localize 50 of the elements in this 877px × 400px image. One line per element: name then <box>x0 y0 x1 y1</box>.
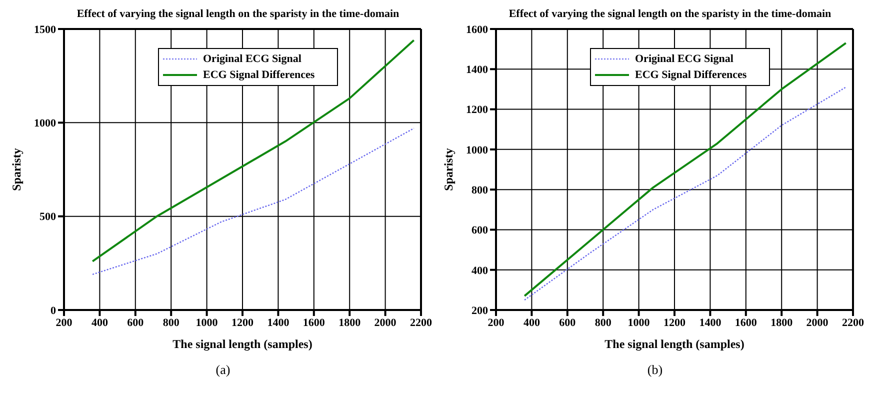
y-tick-label: 1400 <box>466 64 488 76</box>
x-tick-label: 800 <box>594 316 612 329</box>
x-tick-label: 1200 <box>232 316 254 329</box>
chart-title: Effect of varying the signal length on the sparisty in the time-domain <box>508 8 832 22</box>
chart-title: Effect of varying the signal length on the sparisty in the time-domain <box>76 8 400 22</box>
x-tick-label: 1600 <box>734 316 758 329</box>
y-axis-title: Sparisty <box>441 148 456 191</box>
y-tick-label: 1600 <box>466 24 488 36</box>
line-series <box>92 128 414 276</box>
y-tick-label: 0 <box>50 304 56 317</box>
y-tick-label: 800 <box>472 184 488 196</box>
x-axis-title: The signal length (samples) <box>604 337 744 351</box>
text: (b) <box>646 362 664 378</box>
x-tick-label: 600 <box>559 316 576 329</box>
y-tick-label: 1000 <box>466 144 488 156</box>
legend-label: ECG Signal Differences <box>203 69 315 81</box>
x-tick-label: 200 <box>56 316 73 329</box>
x-tick-label: 200 <box>488 316 505 329</box>
x-tick-label: 800 <box>162 316 180 329</box>
y-tick-label: 500 <box>40 211 56 224</box>
line-series <box>524 86 846 301</box>
text: (a) <box>214 362 232 378</box>
legend-label: Original ECG Signal <box>635 53 734 65</box>
y-tick-label: 1200 <box>466 104 488 116</box>
x-tick-label: 2200 <box>410 316 432 329</box>
line-series <box>524 42 847 297</box>
y-tick-label: 400 <box>472 264 488 277</box>
x-tick-label: 1600 <box>302 316 326 329</box>
x-tick-label: 1000 <box>196 316 218 329</box>
y-axis-title: Sparisty <box>9 148 24 191</box>
line-series <box>92 39 415 262</box>
x-tick-label: 2200 <box>842 316 864 329</box>
x-tick-label: 2000 <box>374 316 397 329</box>
x-tick-label: 2000 <box>806 316 829 329</box>
x-tick-label: 1000 <box>628 316 650 329</box>
x-tick-label: 400 <box>91 316 108 329</box>
x-tick-label: 600 <box>127 316 144 329</box>
x-tick-label: 1800 <box>338 316 362 329</box>
y-tick-label: 1500 <box>34 24 56 36</box>
y-tick-label: 600 <box>472 224 488 237</box>
x-tick-label: 400 <box>523 316 540 329</box>
x-tick-label: 1800 <box>770 316 794 329</box>
x-tick-label: 1400 <box>699 316 722 329</box>
y-tick-label: 200 <box>472 304 488 317</box>
legend-label: ECG Signal Differences <box>635 69 747 81</box>
x-axis-title: The signal length (samples) <box>172 337 312 351</box>
legend-label: Original ECG Signal <box>203 53 302 65</box>
x-tick-label: 1400 <box>267 316 290 329</box>
y-tick-label: 1000 <box>34 118 56 130</box>
x-tick-label: 1200 <box>664 316 686 329</box>
